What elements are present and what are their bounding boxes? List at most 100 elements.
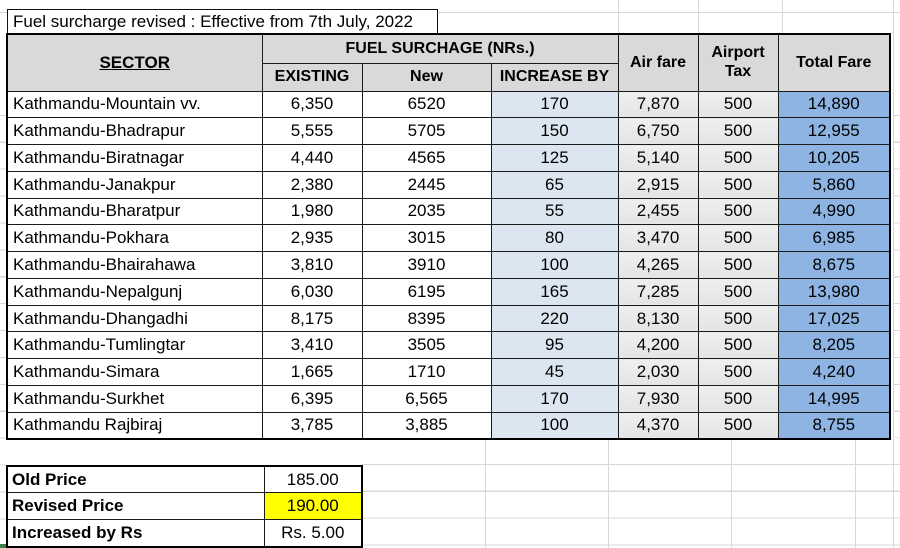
increase-cell[interactable]: 165 (490, 277, 619, 306)
total-fare-cell[interactable]: 10,205 (777, 144, 891, 172)
existing-cell[interactable]: 2,380 (261, 170, 363, 199)
column-header-sector[interactable]: SECTOR (6, 33, 263, 92)
air-fare-cell[interactable]: 2,030 (617, 358, 699, 386)
new-cell[interactable]: 2035 (361, 197, 492, 226)
existing-cell[interactable]: 6,350 (261, 90, 363, 119)
increase-cell[interactable]: 95 (490, 331, 619, 360)
column-header-fuel-surcharge-group[interactable]: FUEL SURCHAGE (NRs.) (261, 33, 619, 64)
new-cell[interactable]: 6,565 (361, 384, 492, 413)
new-cell[interactable]: 6195 (361, 277, 492, 306)
existing-cell[interactable]: 3,410 (261, 331, 363, 360)
sector-cell[interactable]: Kathmandu-Dhangadhi (6, 304, 263, 333)
new-cell[interactable]: 4565 (361, 144, 492, 172)
total-fare-cell[interactable]: 8,675 (777, 251, 891, 279)
column-header-existing[interactable]: EXISTING (261, 62, 363, 92)
sector-cell[interactable]: Kathmandu-Simara (6, 358, 263, 386)
total-fare-cell[interactable]: 4,990 (777, 197, 891, 226)
sector-cell[interactable]: Kathmandu-Bhairahawa (6, 251, 263, 279)
total-fare-cell[interactable]: 14,890 (777, 90, 891, 119)
airport-tax-cell[interactable]: 500 (697, 197, 779, 226)
existing-cell[interactable]: 1,980 (261, 197, 363, 226)
new-cell[interactable]: 3015 (361, 224, 492, 253)
air-fare-cell[interactable]: 7,285 (617, 277, 699, 306)
new-cell[interactable]: 3,885 (361, 411, 492, 440)
revised-price-label-cell[interactable]: Revised Price (6, 492, 265, 521)
existing-cell[interactable]: 6,030 (261, 277, 363, 306)
air-fare-cell[interactable]: 8,130 (617, 304, 699, 333)
air-fare-cell[interactable]: 5,140 (617, 144, 699, 172)
existing-cell[interactable]: 3,785 (261, 411, 363, 440)
increase-cell[interactable]: 65 (490, 170, 619, 199)
column-header-air-fare[interactable]: Air fare (617, 33, 699, 92)
column-header-airport-tax[interactable]: Airport Tax (697, 33, 779, 92)
existing-cell[interactable]: 5,555 (261, 117, 363, 146)
sector-cell[interactable]: Kathmandu-Janakpur (6, 170, 263, 199)
airport-tax-cell[interactable]: 500 (697, 411, 779, 440)
air-fare-cell[interactable]: 2,915 (617, 170, 699, 199)
airport-tax-cell[interactable]: 500 (697, 170, 779, 199)
air-fare-cell[interactable]: 4,265 (617, 251, 699, 279)
air-fare-cell[interactable]: 4,370 (617, 411, 699, 440)
airport-tax-cell[interactable]: 500 (697, 331, 779, 360)
air-fare-cell[interactable]: 2,455 (617, 197, 699, 226)
airport-tax-cell[interactable]: 500 (697, 358, 779, 386)
sector-cell[interactable]: Kathmandu-Nepalgunj (6, 277, 263, 306)
increase-cell[interactable]: 125 (490, 144, 619, 172)
increase-cell[interactable]: 100 (490, 411, 619, 440)
old-price-label-cell[interactable]: Old Price (6, 465, 265, 494)
sector-cell[interactable]: Kathmandu-Bhadrapur (6, 117, 263, 146)
total-fare-cell[interactable]: 8,755 (777, 411, 891, 440)
total-fare-cell[interactable]: 12,955 (777, 117, 891, 146)
increase-cell[interactable]: 150 (490, 117, 619, 146)
new-cell[interactable]: 3505 (361, 331, 492, 360)
airport-tax-cell[interactable]: 500 (697, 384, 779, 413)
existing-cell[interactable]: 8,175 (261, 304, 363, 333)
column-header-total-fare[interactable]: Total Fare (777, 33, 891, 92)
sector-cell[interactable]: Kathmandu Rajbiraj (6, 411, 263, 440)
airport-tax-cell[interactable]: 500 (697, 90, 779, 119)
air-fare-cell[interactable]: 7,930 (617, 384, 699, 413)
sector-cell[interactable]: Kathmandu-Biratnagar (6, 144, 263, 172)
air-fare-cell[interactable]: 4,200 (617, 331, 699, 360)
air-fare-cell[interactable]: 6,750 (617, 117, 699, 146)
old-price-value-cell[interactable]: 185.00 (263, 465, 363, 494)
increase-cell[interactable]: 220 (490, 304, 619, 333)
total-fare-cell[interactable]: 14,995 (777, 384, 891, 413)
increase-cell[interactable]: 100 (490, 251, 619, 279)
existing-cell[interactable]: 1,665 (261, 358, 363, 386)
air-fare-cell[interactable]: 7,870 (617, 90, 699, 119)
air-fare-cell[interactable]: 3,470 (617, 224, 699, 253)
existing-cell[interactable]: 6,395 (261, 384, 363, 413)
existing-cell[interactable]: 4,440 (261, 144, 363, 172)
total-fare-cell[interactable]: 5,860 (777, 170, 891, 199)
new-cell[interactable]: 3910 (361, 251, 492, 279)
increase-cell[interactable]: 170 (490, 384, 619, 413)
sector-cell[interactable]: Kathmandu-Bharatpur (6, 197, 263, 226)
increase-cell[interactable]: 80 (490, 224, 619, 253)
total-fare-cell[interactable]: 4,240 (777, 358, 891, 386)
sector-cell[interactable]: Kathmandu-Mountain vv. (6, 90, 263, 119)
total-fare-cell[interactable]: 13,980 (777, 277, 891, 306)
sector-cell[interactable]: Kathmandu-Tumlingtar (6, 331, 263, 360)
increase-cell[interactable]: 45 (490, 358, 619, 386)
existing-cell[interactable]: 3,810 (261, 251, 363, 279)
new-cell[interactable]: 5705 (361, 117, 492, 146)
total-fare-cell[interactable]: 6,985 (777, 224, 891, 253)
increase-cell[interactable]: 55 (490, 197, 619, 226)
new-cell[interactable]: 2445 (361, 170, 492, 199)
column-header-new[interactable]: New (361, 62, 492, 92)
revised-price-value-cell[interactable]: 190.00 (263, 492, 363, 521)
airport-tax-cell[interactable]: 500 (697, 277, 779, 306)
new-cell[interactable]: 6520 (361, 90, 492, 119)
existing-cell[interactable]: 2,935 (261, 224, 363, 253)
airport-tax-cell[interactable]: 500 (697, 251, 779, 279)
column-header-increase-by[interactable]: INCREASE BY (490, 62, 619, 92)
new-cell[interactable]: 8395 (361, 304, 492, 333)
sheet-title-cell[interactable]: Fuel surcharge revised : Effective from … (7, 9, 438, 34)
airport-tax-cell[interactable]: 500 (697, 224, 779, 253)
airport-tax-cell[interactable]: 500 (697, 117, 779, 146)
total-fare-cell[interactable]: 17,025 (777, 304, 891, 333)
sector-cell[interactable]: Kathmandu-Pokhara (6, 224, 263, 253)
total-fare-cell[interactable]: 8,205 (777, 331, 891, 360)
increased-by-value-cell[interactable]: Rs. 5.00 (263, 519, 363, 548)
